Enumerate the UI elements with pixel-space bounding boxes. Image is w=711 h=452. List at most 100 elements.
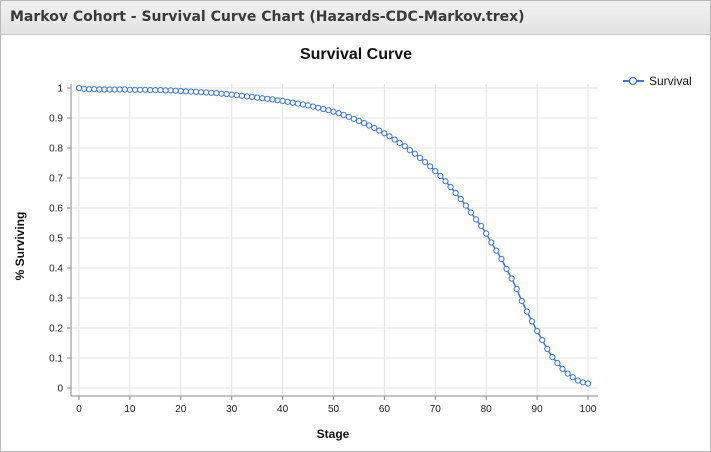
data-point [574,377,581,384]
x-tick-label: 100 [580,404,597,415]
legend[interactable]: Survival [623,74,692,88]
data-point [371,124,378,132]
data-point [243,93,251,100]
data-point [539,336,546,344]
data-point [238,92,245,99]
window-title: Markov Cohort - Survival Curve Chart (Ha… [10,9,525,25]
data-point [493,247,500,254]
data-point [427,163,434,170]
chart-title: Survival Curve [300,46,412,63]
y-axis-label: % Surviving [13,212,27,281]
data-point [172,87,179,94]
x-tick-label: 90 [532,404,544,415]
data-point [467,209,475,216]
y-axis: 0 0.1 0.2 0.3 0.4 0.5 0.6 0.7 0.8 0.9 1 [49,84,72,396]
y-tick-label: 0.1 [49,354,63,365]
data-point [335,110,342,117]
data-point [304,102,312,109]
data-point [223,90,230,98]
data-point [157,87,164,94]
data-point [457,195,464,203]
data-point [462,202,469,209]
x-tick-label: 70 [430,404,442,415]
data-point [284,98,291,105]
y-tick-label: 0.8 [49,144,63,155]
y-tick-label: 0.3 [49,294,63,305]
window-titlebar[interactable]: Markov Cohort - Survival Curve Chart (Ha… [1,1,710,35]
y-tick-label: 1 [57,84,63,95]
data-point [259,95,266,102]
data-point [289,99,296,106]
x-tick-label: 80 [481,404,493,415]
data-point [411,150,419,157]
data-point [452,189,459,197]
data-point [528,318,536,325]
y-tick-label: 0.6 [49,204,63,215]
data-point [208,89,215,96]
x-tick-label: 40 [277,404,289,415]
data-point [523,308,531,315]
data-point [350,115,357,123]
data-point [498,255,505,263]
legend-label-survival: Survival [649,74,692,88]
data-point [554,360,561,367]
data-point [126,86,133,93]
data-point [472,216,480,223]
x-tick-label: 20 [175,404,187,415]
y-tick-label: 0.4 [49,264,63,275]
data-point [503,265,510,272]
x-tick-label: 60 [379,404,391,415]
data-point [518,297,525,305]
data-point [96,86,103,93]
y-tick-label: 0.2 [49,324,63,335]
data-point [86,86,93,93]
data-point [534,327,541,335]
x-tick-label: 0 [76,404,82,415]
data-point [549,354,556,361]
data-point [488,239,495,246]
data-point [513,285,520,293]
data-point [406,147,413,154]
data-point [559,365,566,372]
data-point [80,85,88,93]
data-point [416,154,424,162]
data-point [192,88,200,96]
data-point [579,379,587,386]
data-point [101,86,108,93]
x-tick-label: 30 [226,404,238,415]
data-point [483,230,490,237]
data-point [152,87,159,94]
data-point [366,122,373,129]
data-point [315,104,322,111]
data-point [330,108,337,115]
data-point [269,96,276,103]
data-point [432,168,439,175]
data-point [584,380,592,387]
data-point [177,87,184,95]
grid-lines [71,84,598,396]
x-axis: 0 10 20 30 40 50 60 70 80 90 100 [71,395,598,415]
data-point [320,105,327,113]
data-point [198,89,205,96]
data-point [264,95,271,102]
data-point [544,345,551,353]
legend-swatch-marker [628,76,638,86]
data-point [422,159,429,166]
data-point [360,120,368,127]
data-point [274,97,281,104]
data-point [386,133,393,140]
y-tick-label: 0 [57,384,63,395]
data-point [396,139,403,147]
data-point [228,91,235,98]
data-point [213,90,220,97]
data-point [233,92,240,99]
data-point [147,87,154,94]
x-tick-label: 10 [124,404,136,415]
data-point [564,370,571,377]
survival-chart: Survival Curve 0 0.1 0.2 0.3 0.4 0.5 0.6 0.7 0.8… [13,46,692,441]
data-point [142,86,149,93]
x-tick-label: 50 [328,404,340,415]
data-point [325,107,332,114]
y-tick-label: 0.5 [49,234,63,245]
